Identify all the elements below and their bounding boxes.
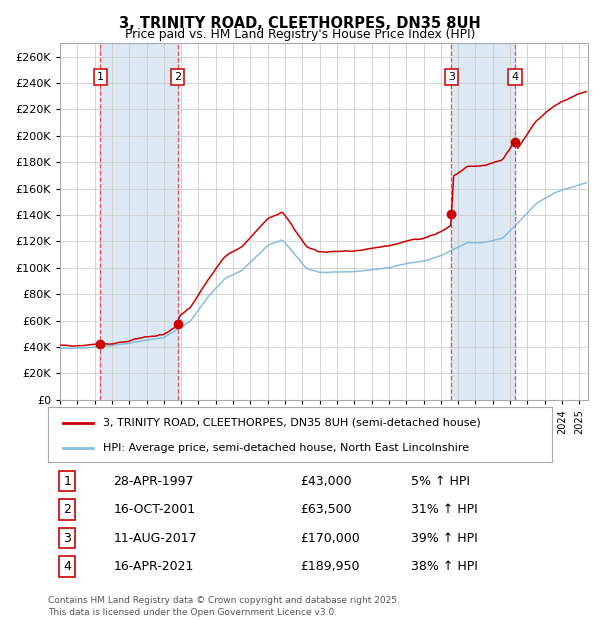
Text: 3: 3 bbox=[63, 532, 71, 544]
Text: HPI: Average price, semi-detached house, North East Lincolnshire: HPI: Average price, semi-detached house,… bbox=[103, 443, 470, 453]
Text: 16-APR-2021: 16-APR-2021 bbox=[113, 560, 194, 573]
Text: Contains HM Land Registry data © Crown copyright and database right 2025.
This d: Contains HM Land Registry data © Crown c… bbox=[48, 596, 400, 617]
Text: 2: 2 bbox=[63, 503, 71, 516]
Text: £63,500: £63,500 bbox=[300, 503, 352, 516]
Text: 1: 1 bbox=[97, 73, 104, 82]
Text: £43,000: £43,000 bbox=[300, 475, 352, 487]
Text: 5% ↑ HPI: 5% ↑ HPI bbox=[411, 475, 470, 487]
Text: 3, TRINITY ROAD, CLEETHORPES, DN35 8UH (semi-detached house): 3, TRINITY ROAD, CLEETHORPES, DN35 8UH (… bbox=[103, 418, 481, 428]
Text: 11-AUG-2017: 11-AUG-2017 bbox=[113, 532, 197, 544]
Text: £170,000: £170,000 bbox=[300, 532, 360, 544]
Text: 4: 4 bbox=[512, 73, 518, 82]
Bar bbox=[451, 43, 515, 400]
Text: 3, TRINITY ROAD, CLEETHORPES, DN35 8UH: 3, TRINITY ROAD, CLEETHORPES, DN35 8UH bbox=[119, 16, 481, 30]
Text: 2: 2 bbox=[174, 73, 181, 82]
Text: 16-OCT-2001: 16-OCT-2001 bbox=[113, 503, 196, 516]
Text: 39% ↑ HPI: 39% ↑ HPI bbox=[411, 532, 478, 544]
Text: Price paid vs. HM Land Registry's House Price Index (HPI): Price paid vs. HM Land Registry's House … bbox=[125, 28, 475, 41]
Text: 4: 4 bbox=[63, 560, 71, 573]
Text: 31% ↑ HPI: 31% ↑ HPI bbox=[411, 503, 478, 516]
Text: £189,950: £189,950 bbox=[300, 560, 359, 573]
Bar bbox=[100, 43, 178, 400]
Text: 3: 3 bbox=[448, 73, 455, 82]
Text: 38% ↑ HPI: 38% ↑ HPI bbox=[411, 560, 478, 573]
Text: 1: 1 bbox=[63, 475, 71, 487]
Text: 28-APR-1997: 28-APR-1997 bbox=[113, 475, 194, 487]
